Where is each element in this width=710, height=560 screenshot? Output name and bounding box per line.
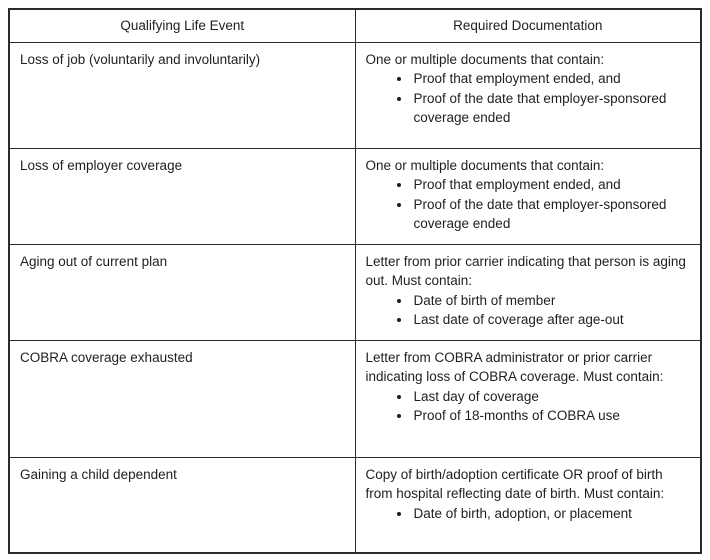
event-cell: Loss of employer coverage: [8, 147, 356, 245]
documentation-bullet: Proof that employment ended, and: [412, 69, 691, 89]
documentation-cell: Letter from prior carrier indicating tha…: [354, 243, 702, 341]
table-row: Loss of employer coverage One or multiple…: [8, 147, 702, 245]
documentation-bullet: Proof that employment ended, and: [412, 175, 691, 195]
event-cell: Gaining a child dependent: [8, 456, 356, 554]
header-row: Qualifying Life Event Required Documenta…: [8, 8, 702, 43]
documentation-cell: Letter from COBRA administrator or prior…: [354, 339, 702, 458]
documentation-bullet-list: Last day of coverageProof of 18-months o…: [366, 387, 691, 426]
header-qualifying-life-event: Qualifying Life Event: [8, 8, 356, 43]
documentation-bullet: Last date of coverage after age-out: [412, 310, 691, 330]
table-row: Gaining a child dependent Copy of birth/a…: [8, 456, 702, 554]
documentation-cell: One or multiple documents that contain: P…: [354, 41, 702, 149]
documentation-intro: One or multiple documents that contain:: [365, 157, 605, 173]
table-row: Aging out of current plan Letter from pri…: [8, 243, 702, 341]
documentation-intro: One or multiple documents that contain:: [365, 51, 605, 67]
documentation-bullet: Date of birth, adoption, or placement: [412, 504, 691, 524]
header-required-documentation: Required Documentation: [354, 8, 702, 43]
documentation-bullet: Proof of the date that employer-sponsore…: [412, 89, 691, 128]
event-cell: Loss of job (voluntarily and involuntari…: [8, 41, 356, 149]
documentation-bullet-list: Date of birth, adoption, or placement: [366, 504, 691, 524]
documentation-intro: Copy of birth/adoption certificate OR pr…: [365, 466, 665, 502]
documentation-bullet: Date of birth of member: [412, 291, 691, 311]
documentation-intro: Letter from COBRA administrator or prior…: [365, 349, 664, 385]
table-row: COBRA coverage exhausted Letter from COBR…: [8, 339, 702, 458]
documentation-cell: Copy of birth/adoption certificate OR pr…: [354, 456, 702, 554]
documentation-bullet: Proof of 18-months of COBRA use: [412, 406, 691, 426]
documentation-bullet-list: Date of birth of memberLast date of cove…: [366, 291, 691, 330]
documentation-bullet: Last day of coverage: [412, 387, 691, 407]
documentation-bullet: Proof of the date that employer-sponsore…: [412, 195, 691, 234]
event-cell: Aging out of current plan: [8, 243, 356, 341]
table-row: Loss of job (voluntarily and involuntari…: [8, 41, 702, 149]
documentation-intro: Letter from prior carrier indicating tha…: [365, 253, 686, 289]
qualifying-life-event-table: Qualifying Life Event Required Documenta…: [8, 8, 702, 555]
documentation-bullet-list: Proof that employment ended, andProof of…: [366, 175, 691, 234]
event-cell: COBRA coverage exhausted: [8, 339, 356, 458]
documentation-cell: One or multiple documents that contain: P…: [354, 147, 702, 245]
documentation-bullet-list: Proof that employment ended, andProof of…: [366, 69, 691, 128]
